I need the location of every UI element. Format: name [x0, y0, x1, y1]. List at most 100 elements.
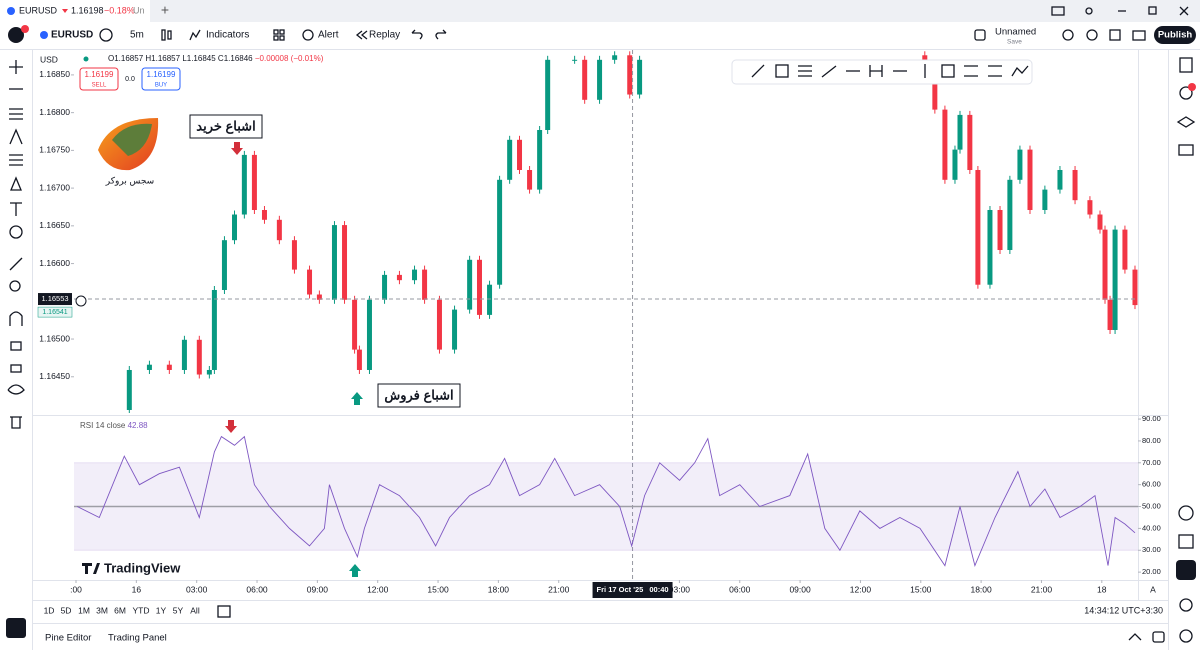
- x-tick-label: 09:00: [789, 584, 811, 594]
- range-button[interactable]: 5D: [61, 605, 72, 615]
- compare[interactable]: [99, 28, 113, 42]
- range-button[interactable]: 5Y: [173, 605, 184, 615]
- arrow-down: [231, 142, 243, 155]
- overbought-box: [189, 114, 263, 139]
- x-tick-label: 21:00: [1031, 584, 1053, 594]
- candle-body: [1027, 149, 1033, 210]
- candle-body: [1097, 214, 1103, 230]
- y-tick-label: 1.16800: [39, 107, 70, 117]
- candle-body: [1122, 229, 1128, 270]
- candle-body: [572, 59, 578, 61]
- apps[interactable]: [1176, 560, 1196, 580]
- expand[interactable]: [1128, 633, 1142, 641]
- candle-body: [452, 309, 458, 350]
- buy-button[interactable]: [141, 67, 181, 91]
- candle-body: [331, 225, 337, 300]
- range-button[interactable]: 1M: [78, 605, 90, 615]
- range-button[interactable]: 1Y: [156, 605, 167, 615]
- maximize[interactable]: [1152, 631, 1165, 643]
- overbought: اشباع خرید: [196, 118, 255, 134]
- indicators[interactable]: Indicators: [206, 30, 249, 41]
- replay[interactable]: Replay: [369, 30, 400, 41]
- save[interactable]: Save: [1007, 39, 1022, 46]
- candle-body: [1112, 229, 1118, 330]
- crosshair-plus[interactable]: [75, 295, 87, 307]
- candle-body: [497, 179, 503, 285]
- tab-symbol: EURUSD: [19, 5, 58, 15]
- tab[interactable]: [0, 0, 150, 22]
- buy-label[interactable]: BUY: [155, 83, 167, 89]
- x-tick-label: 18:00: [970, 584, 992, 594]
- tab-rest: Un: [133, 5, 145, 15]
- symbol[interactable]: EURUSD: [51, 30, 93, 41]
- range-button[interactable]: 6M: [114, 605, 126, 615]
- toolbar-icons[interactable]: [1062, 29, 1146, 41]
- buy-price[interactable]: 1.16199: [147, 70, 176, 79]
- y2-tick-label: 60.00: [1142, 480, 1161, 489]
- alert[interactable]: Alert: [318, 30, 339, 41]
- pine-editor[interactable]: Pine Editor: [45, 633, 91, 644]
- interval[interactable]: 5m: [130, 30, 144, 41]
- sell-price[interactable]: 1.16199: [85, 70, 114, 79]
- calendar[interactable]: [217, 605, 231, 618]
- candle-body: [975, 169, 981, 285]
- auto-scale[interactable]: A: [1150, 584, 1156, 594]
- candle-body: [637, 59, 643, 95]
- y2-tick-label: 20.00: [1142, 567, 1161, 576]
- candle-body: [166, 364, 172, 370]
- candle-body: [276, 219, 282, 241]
- avatar[interactable]: [8, 27, 24, 43]
- tab-bar: [0, 0, 1200, 22]
- sidebar-icons[interactable]: [1176, 57, 1196, 643]
- toolbar: [0, 22, 1200, 50]
- watermark-logo: [82, 563, 100, 574]
- layout-name[interactable]: Unnamed: [995, 27, 1036, 38]
- favorites[interactable]: [6, 618, 26, 638]
- candle-body: [251, 154, 257, 210]
- x-tick-label: 03:00: [669, 584, 691, 594]
- candle-body: [537, 129, 543, 190]
- candle-body: [612, 55, 618, 60]
- templates[interactable]: [273, 29, 285, 41]
- candle-body: [342, 225, 348, 300]
- candle-body: [126, 369, 132, 410]
- symbol-flag: [40, 31, 48, 39]
- candle-body: [507, 139, 513, 180]
- range-button[interactable]: 1D: [44, 605, 55, 615]
- new-tab[interactable]: +: [161, 2, 169, 18]
- sell-label[interactable]: SELL: [92, 83, 107, 89]
- spread: 0.0: [125, 76, 135, 83]
- y2-tick-label: 30.00: [1142, 545, 1161, 554]
- y2-tick-label: 90.00: [1142, 414, 1161, 423]
- chart-type[interactable]: [161, 29, 172, 41]
- drawing-tools[interactable]: [7, 60, 25, 429]
- y-tick-label: 1.16500: [39, 333, 70, 343]
- badge: [21, 25, 29, 33]
- last-price: 1.16541: [42, 309, 67, 316]
- candle-body: [517, 139, 523, 170]
- rsi-legend: RSI 14 close 42.88: [80, 421, 148, 430]
- y-tick-label: 1.16850: [39, 69, 70, 79]
- sell-button[interactable]: [79, 67, 119, 91]
- x-tick-label: 06:00: [246, 584, 268, 594]
- undo[interactable]: [411, 29, 423, 40]
- floating-tools[interactable]: [751, 64, 1029, 78]
- candle-body: [476, 259, 482, 315]
- arrow-down: [225, 420, 237, 433]
- candle-body: [487, 284, 493, 315]
- crosshair-price-box: [38, 293, 72, 306]
- publish[interactable]: Publish: [1158, 30, 1193, 41]
- range-button[interactable]: YTD: [133, 605, 150, 615]
- trading-panel[interactable]: Trading Panel: [108, 633, 167, 644]
- watermark: TradingView: [104, 560, 181, 575]
- range-button[interactable]: 3M: [96, 605, 108, 615]
- candle-body: [1017, 149, 1023, 180]
- y-tick-label: 1.16650: [39, 220, 70, 230]
- indicators-icon: [189, 29, 201, 41]
- x-tick-label: 15:00: [910, 584, 932, 594]
- publish-button[interactable]: [1154, 26, 1196, 44]
- range-button[interactable]: All: [190, 605, 200, 615]
- window-controls[interactable]: [1051, 6, 1189, 16]
- candle-body: [952, 149, 958, 180]
- redo[interactable]: [435, 29, 447, 40]
